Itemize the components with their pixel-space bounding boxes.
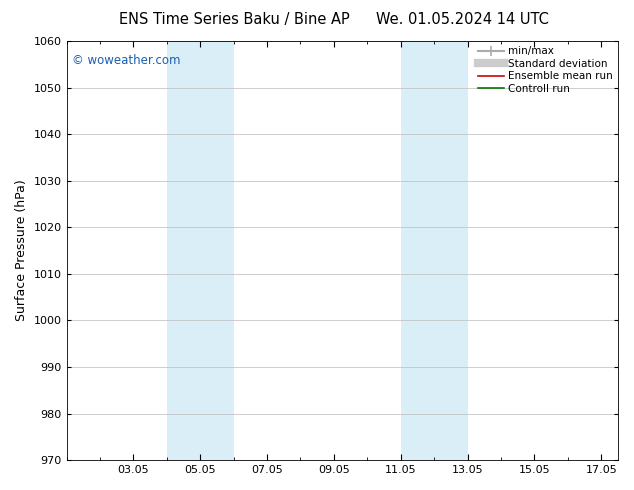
Bar bbox=[167, 41, 234, 460]
Legend: min/max, Standard deviation, Ensemble mean run, Controll run: min/max, Standard deviation, Ensemble me… bbox=[476, 44, 615, 96]
Text: We. 01.05.2024 14 UTC: We. 01.05.2024 14 UTC bbox=[377, 12, 549, 27]
Text: ENS Time Series Baku / Bine AP: ENS Time Series Baku / Bine AP bbox=[119, 12, 350, 27]
Y-axis label: Surface Pressure (hPa): Surface Pressure (hPa) bbox=[15, 180, 28, 321]
Text: © woweather.com: © woweather.com bbox=[72, 53, 181, 67]
Bar bbox=[401, 41, 468, 460]
